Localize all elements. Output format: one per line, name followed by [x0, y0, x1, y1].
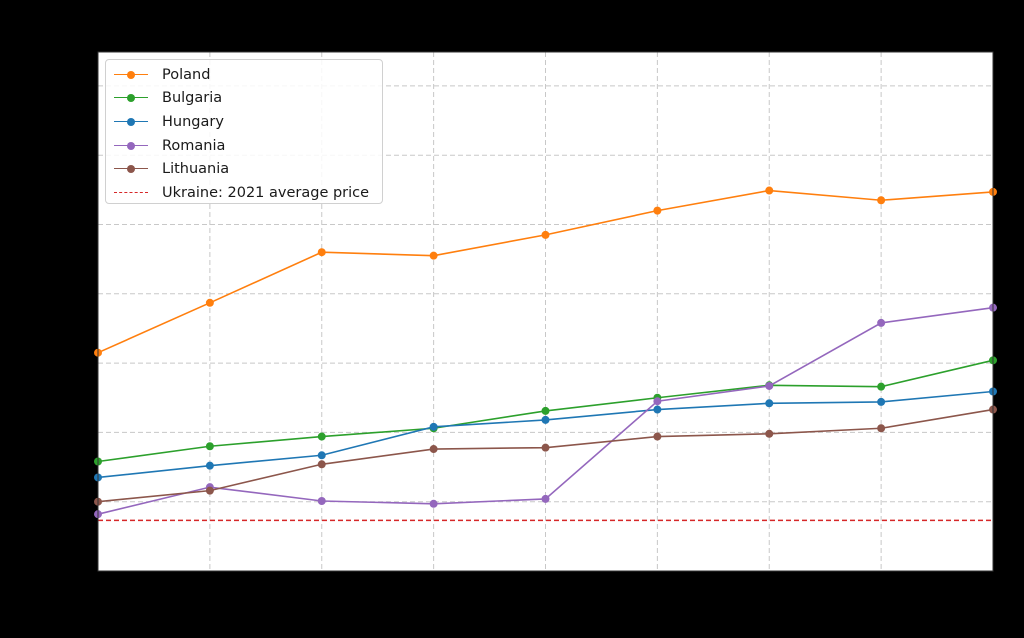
data-point-marker	[429, 445, 438, 454]
legend-item-romania: Romania	[114, 134, 382, 158]
legend-item-poland: Poland	[114, 63, 382, 87]
data-point-marker	[877, 318, 886, 327]
plot-frame	[97, 51, 994, 572]
data-point-marker	[317, 451, 326, 460]
data-point-marker	[541, 415, 550, 424]
legend-item-lithuania: Lithuania	[114, 157, 382, 181]
data-point-marker	[877, 196, 886, 205]
data-point-marker	[205, 486, 214, 495]
legend-item-ukraine: Ukraine: 2021 average price	[114, 181, 382, 205]
data-point-marker	[317, 460, 326, 469]
data-point-marker	[205, 461, 214, 470]
data-point-marker	[429, 499, 438, 508]
data-point-marker	[765, 399, 774, 408]
chart-legend: Poland Bulgaria Hungary Romania Lithuani…	[105, 59, 383, 204]
legend-item-bulgaria: Bulgaria	[114, 87, 382, 111]
legend-label: Lithuania	[162, 161, 230, 178]
data-point-marker	[205, 442, 214, 451]
data-point-marker	[765, 186, 774, 195]
legend-item-hungary: Hungary	[114, 110, 382, 134]
data-point-marker	[653, 206, 662, 215]
data-point-marker	[541, 494, 550, 503]
data-point-marker	[653, 432, 662, 441]
legend-label: Bulgaria	[162, 90, 223, 107]
legend-label: Romania	[162, 137, 226, 154]
legend-dashed-line-icon	[114, 187, 148, 199]
data-point-marker	[317, 497, 326, 506]
data-point-marker	[653, 397, 662, 406]
data-point-marker	[877, 382, 886, 391]
data-point-marker	[541, 406, 550, 415]
legend-label: Poland	[162, 66, 211, 83]
legend-marker-icon	[114, 163, 148, 175]
data-point-marker	[429, 422, 438, 431]
data-point-marker	[541, 443, 550, 452]
data-point-marker	[877, 397, 886, 406]
data-point-marker	[317, 248, 326, 257]
legend-label: Hungary	[162, 113, 224, 130]
legend-marker-icon	[114, 69, 148, 81]
legend-marker-icon	[114, 92, 148, 104]
data-point-marker	[541, 230, 550, 239]
data-point-marker	[205, 298, 214, 307]
data-point-marker	[653, 405, 662, 414]
data-point-marker	[877, 424, 886, 433]
data-point-marker	[317, 432, 326, 441]
data-point-marker	[765, 429, 774, 438]
legend-marker-icon	[114, 116, 148, 128]
legend-label: Ukraine: 2021 average price	[162, 184, 370, 201]
legend-marker-icon	[114, 140, 148, 152]
data-point-marker	[765, 381, 774, 390]
data-point-marker	[429, 251, 438, 260]
